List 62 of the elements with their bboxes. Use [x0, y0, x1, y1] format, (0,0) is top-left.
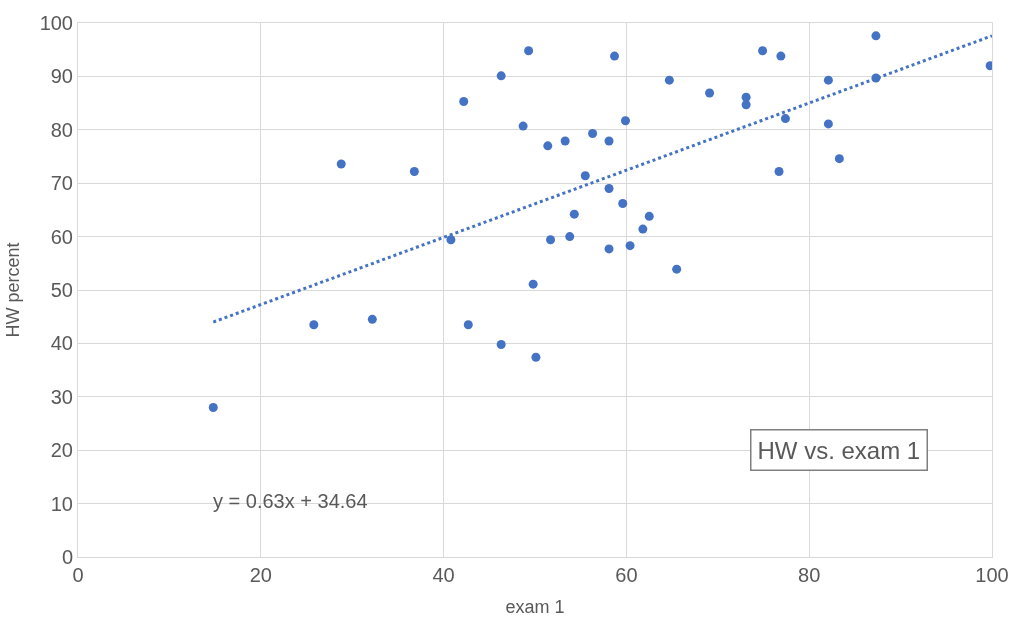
point — [367, 314, 377, 324]
y-tick-label: 10 — [50, 492, 73, 515]
point — [496, 71, 506, 81]
point — [618, 198, 628, 208]
y-tick-label: 40 — [50, 332, 73, 355]
point — [604, 136, 614, 146]
y-axis-title: HW percent — [2, 242, 23, 338]
point — [834, 154, 844, 164]
point — [610, 51, 620, 61]
point — [565, 232, 575, 242]
y-tick-label: 30 — [50, 385, 73, 408]
point — [776, 51, 786, 61]
point — [531, 352, 541, 362]
x-tick-label: 60 — [615, 564, 638, 586]
point — [459, 97, 469, 106]
point — [871, 31, 881, 41]
x-tick-label: 20 — [249, 564, 272, 586]
point — [620, 116, 630, 126]
point — [463, 320, 473, 330]
x-axis-title: exam 1 — [505, 597, 565, 618]
point — [780, 114, 790, 124]
point — [758, 46, 768, 56]
point — [546, 235, 556, 245]
point — [524, 46, 534, 56]
point — [604, 184, 614, 194]
point — [560, 136, 570, 146]
point — [638, 224, 648, 234]
point — [644, 211, 654, 221]
y-tick-label: 60 — [50, 225, 73, 248]
point — [528, 279, 538, 289]
y-tick-label: 90 — [50, 65, 73, 88]
point — [518, 121, 528, 131]
point — [580, 171, 590, 181]
x-tick-label: 100 — [975, 564, 1009, 586]
text: HW vs. exam 1 — [757, 436, 921, 464]
point — [823, 75, 833, 85]
point — [604, 244, 614, 254]
x-tick-label: 80 — [798, 564, 821, 586]
y-tick-label: 50 — [50, 279, 73, 301]
point — [496, 339, 506, 349]
y-tick-label: 100 — [39, 12, 73, 34]
point — [823, 119, 833, 129]
point — [569, 209, 579, 219]
point — [705, 88, 715, 98]
y-tick-label: 20 — [50, 439, 73, 462]
y-tick-label: 70 — [50, 172, 73, 195]
point — [672, 264, 682, 274]
point — [588, 129, 598, 139]
point — [664, 75, 674, 85]
point — [336, 159, 346, 169]
annotation: y = 0.63x + 34.64 — [213, 490, 368, 512]
point — [543, 141, 553, 151]
point — [446, 235, 456, 245]
y-tick-label: 0 — [61, 546, 73, 568]
point — [309, 320, 319, 330]
x-tick-label: 40 — [432, 564, 455, 586]
point — [409, 166, 419, 176]
point — [741, 100, 751, 110]
point — [208, 402, 218, 412]
y-tick-label: 80 — [50, 118, 73, 141]
point — [625, 241, 635, 251]
point — [774, 166, 784, 176]
